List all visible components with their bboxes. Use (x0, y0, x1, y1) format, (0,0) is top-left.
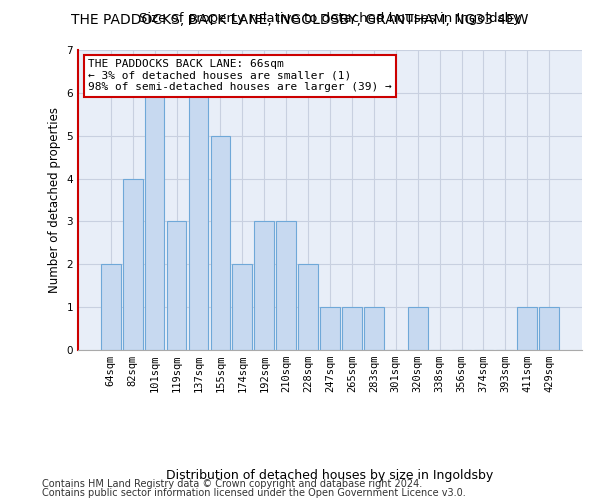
Bar (320, 307, 340, 350)
X-axis label: Distribution of detached houses by size in Ingoldsby: Distribution of detached houses by size … (166, 469, 494, 482)
Bar (364, 307, 384, 350)
Bar (342, 307, 362, 350)
Text: Contains public sector information licensed under the Open Government Licence v3: Contains public sector information licen… (42, 488, 466, 498)
Text: Contains HM Land Registry data © Crown copyright and database right 2024.: Contains HM Land Registry data © Crown c… (42, 479, 422, 489)
Bar (298, 264, 318, 350)
Bar (101, 264, 121, 350)
Bar (211, 136, 230, 350)
Bar (539, 307, 559, 350)
Bar (188, 93, 208, 350)
Bar (232, 264, 252, 350)
Y-axis label: Number of detached properties: Number of detached properties (48, 107, 61, 293)
Title: Size of property relative to detached houses in Ingoldsby: Size of property relative to detached ho… (139, 12, 521, 25)
Bar (276, 222, 296, 350)
Bar (408, 307, 428, 350)
Text: THE PADDOCKS BACK LANE: 66sqm
← 3% of detached houses are smaller (1)
98% of sem: THE PADDOCKS BACK LANE: 66sqm ← 3% of de… (88, 59, 392, 92)
Bar (123, 178, 143, 350)
Bar (517, 307, 537, 350)
Bar (254, 222, 274, 350)
Bar (145, 93, 164, 350)
Text: THE PADDOCKS, BACK LANE, INGOLDSBY, GRANTHAM, NG33 4EW: THE PADDOCKS, BACK LANE, INGOLDSBY, GRAN… (71, 12, 529, 26)
Bar (167, 222, 187, 350)
